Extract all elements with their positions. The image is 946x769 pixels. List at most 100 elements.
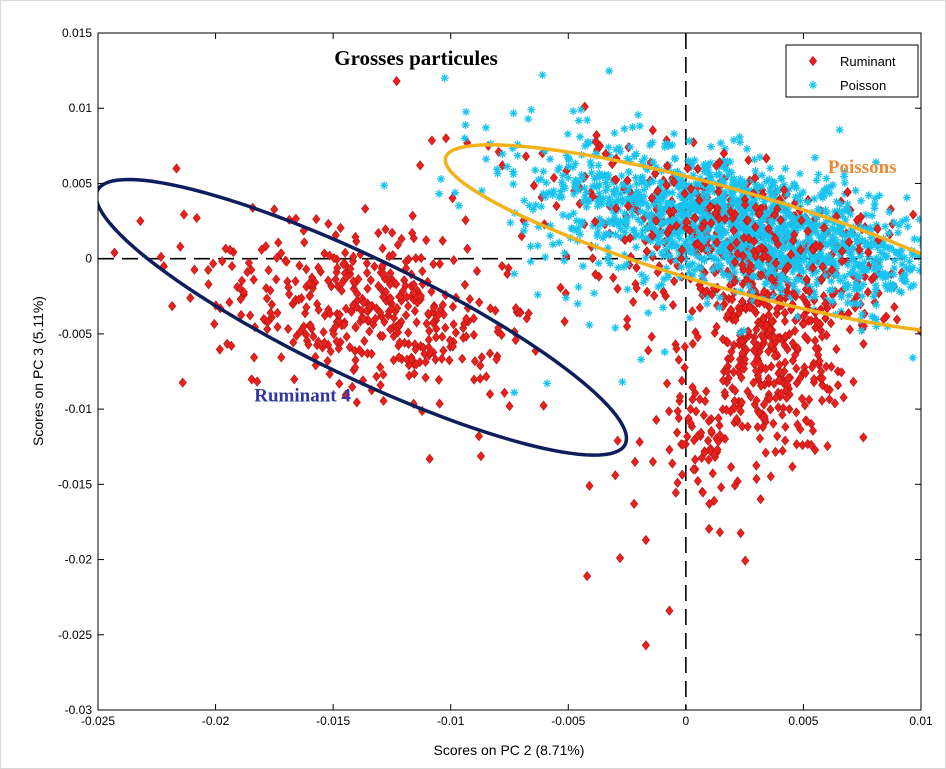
ruminant-point [389,313,399,324]
ruminant-point [859,338,868,349]
ruminant-point [404,301,413,312]
ruminant-point [812,240,821,251]
poisson-point [659,303,668,312]
poisson-point [656,196,665,205]
poisson-point [649,200,658,209]
ruminant-point [710,495,719,506]
ruminant-point [349,251,358,262]
poisson-point [886,280,895,289]
ruminant-point [765,393,774,404]
poisson-point [779,274,788,283]
poisson-point [598,172,607,181]
ruminant-point [853,214,862,226]
ruminant-point [730,480,740,491]
poisson-point [565,155,574,164]
poisson-point [685,210,694,219]
poisson-point [761,292,770,301]
poisson-point [828,242,837,251]
ruminant-point [284,323,293,334]
poisson-point [568,163,577,172]
poisson-point [576,105,585,114]
poisson-point [630,226,639,235]
poisson-point [482,155,491,164]
poisson-point [725,271,734,280]
poisson-point [736,328,745,337]
poisson-point [684,156,693,165]
poisson-point [688,159,697,168]
poisson-point [930,210,938,218]
poisson-point [767,203,776,212]
poisson-point [654,212,663,221]
ruminant-point [263,317,272,328]
ruminant-point [711,208,720,219]
ruminant-point [629,296,638,307]
poisson-point [758,229,767,238]
poisson-point [675,218,684,227]
ruminant-point [653,185,662,197]
poisson-point [726,222,735,231]
poisson-point [920,310,921,312]
ruminant-point [822,361,831,372]
poisson-point [717,225,726,234]
poisson-point [942,278,945,286]
ruminant-point [767,361,776,372]
ruminant-point [650,290,659,301]
ruminant-point [609,272,618,283]
poisson-point [785,256,794,265]
ruminant-point [441,322,450,333]
ruminant-point [439,345,448,356]
poisson-point [674,246,683,255]
ruminant-point [341,303,351,314]
poisson-point [644,203,653,212]
ruminant-point [409,279,418,290]
poisson-point [718,176,727,185]
poisson-point [509,180,518,189]
poisson-point [881,222,890,231]
ruminant-point [756,494,765,505]
y-tick-label: -0.01 [65,402,93,416]
poisson-point [906,283,915,292]
ruminant-point [746,391,755,402]
poisson-point [668,202,677,211]
poisson-point [603,174,612,183]
ruminant-point [342,331,351,342]
data-points [110,66,945,651]
ruminant-point [611,470,620,481]
poisson-point [924,260,932,268]
ruminant-point [261,241,270,252]
poisson-point [750,155,759,164]
poisson-point [752,272,761,281]
poisson-point [737,213,746,222]
ruminant-point [469,329,478,340]
ruminant-point [661,290,670,302]
poisson-point [531,166,540,175]
poisson-point [868,211,877,220]
poisson-point [822,209,831,218]
poisson-point [548,240,557,249]
poisson-point [655,232,664,241]
poisson-point [736,138,745,147]
ruminant-point [780,316,789,327]
poisson-point [856,249,865,258]
ruminant-point [326,346,335,357]
poisson-point [699,214,708,223]
poisson-point [682,242,691,251]
poisson-point [684,241,693,250]
poisson-point [768,203,777,212]
ruminant-point [434,374,443,385]
ruminant-point [790,289,799,300]
ruminant-point [691,454,700,465]
poisson-point [601,186,610,195]
ruminant-point [715,527,724,538]
ruminant-point [718,334,727,345]
poisson-point [785,220,794,229]
poisson-point [762,210,771,219]
poisson-point [585,320,594,329]
poisson-point [788,258,797,267]
ruminant-point [363,283,372,294]
poisson-point [460,134,469,143]
y-axis-label: Scores on PC 3 (5.11%) [30,296,46,446]
poisson-point [861,238,870,247]
ruminant-point [855,244,864,255]
ruminant-point [325,250,334,261]
